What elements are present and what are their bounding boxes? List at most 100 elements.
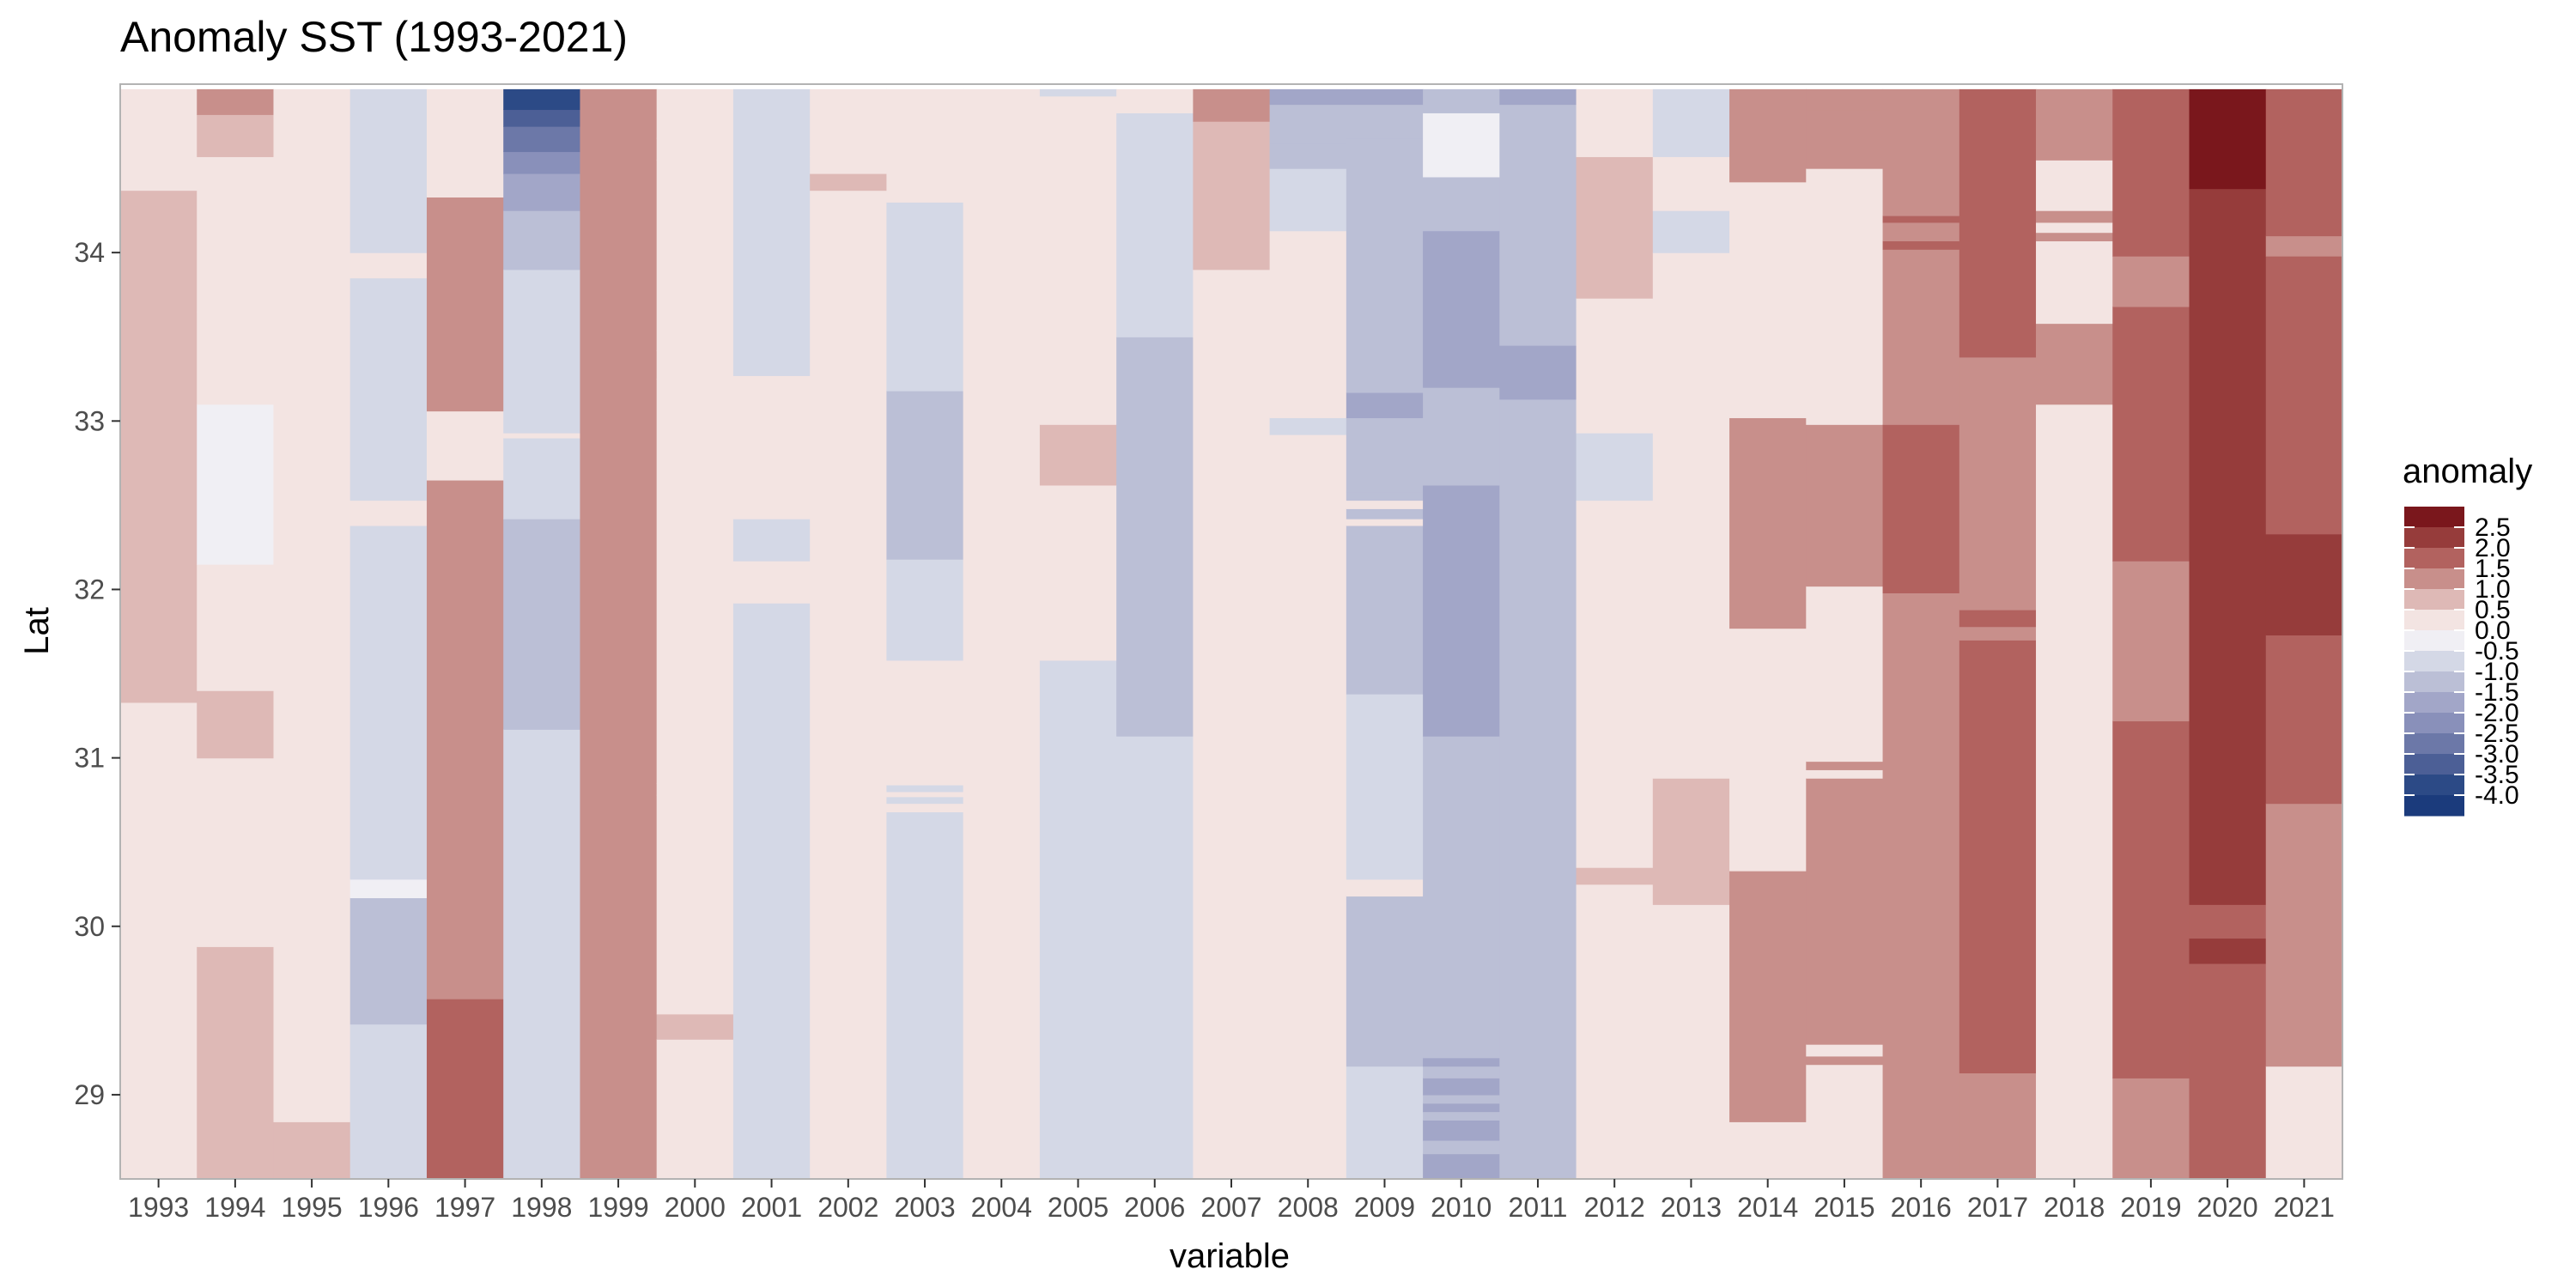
heatmap-cell bbox=[1423, 1111, 1500, 1121]
heatmap-cell bbox=[2036, 160, 2113, 211]
heatmap-cell bbox=[810, 479, 888, 670]
heatmap-cell bbox=[2036, 232, 2113, 242]
heatmap-cell bbox=[426, 88, 504, 198]
heatmap-cell bbox=[349, 277, 428, 501]
heatmap-cell bbox=[1729, 88, 1807, 183]
heatmap-cell bbox=[1269, 88, 1347, 106]
heatmap-cell bbox=[1729, 1121, 1807, 1180]
heatmap-cell bbox=[1882, 240, 1960, 250]
heatmap-cell bbox=[656, 137, 734, 161]
heatmap-column-2016 bbox=[1882, 88, 1960, 1180]
heatmap-cell bbox=[1806, 761, 1884, 770]
heatmap-cell bbox=[886, 791, 964, 798]
y-tick-label: 34 bbox=[74, 237, 105, 268]
heatmap-cell bbox=[1346, 417, 1424, 493]
heatmap-cell bbox=[1882, 143, 1960, 216]
heatmap-cell bbox=[503, 88, 581, 111]
heatmap-cell bbox=[1576, 156, 1654, 299]
heatmap-cell bbox=[1269, 143, 1347, 169]
heatmap-cell bbox=[273, 88, 351, 183]
heatmap-cell bbox=[1269, 104, 1347, 144]
x-tick-label: 2014 bbox=[1737, 1192, 1798, 1223]
heatmap-cell bbox=[426, 999, 504, 1180]
heatmap-cell bbox=[1882, 222, 1960, 242]
heatmap-cell bbox=[1423, 1153, 1500, 1180]
legend-swatch bbox=[2404, 527, 2464, 549]
heatmap-column-2021 bbox=[2265, 88, 2343, 1180]
heatmap-cell bbox=[1423, 88, 1500, 113]
y-tick-label: 30 bbox=[74, 911, 105, 942]
x-tick-label: 2019 bbox=[2120, 1192, 2181, 1223]
heatmap-cell bbox=[1576, 867, 1654, 885]
heatmap-column-2018 bbox=[2036, 88, 2113, 1180]
heatmap-cell bbox=[1959, 88, 2037, 358]
heatmap-cell bbox=[1729, 871, 1807, 1122]
heatmap-cell bbox=[1423, 112, 1500, 178]
heatmap-cell bbox=[349, 525, 428, 872]
heatmap-cell bbox=[1959, 356, 2037, 611]
heatmap-cell bbox=[120, 181, 197, 191]
heatmap-cell bbox=[197, 114, 275, 157]
heatmap-cell bbox=[349, 252, 428, 279]
heatmap-cell bbox=[197, 946, 275, 1180]
heatmap-column-2010 bbox=[1423, 88, 1500, 1180]
heatmap-cell bbox=[2036, 323, 2113, 405]
heatmap-cell bbox=[1423, 1120, 1500, 1141]
heatmap-cell bbox=[886, 659, 964, 786]
heatmap-cell bbox=[2036, 88, 2113, 161]
heatmap-cell bbox=[1806, 1044, 1884, 1057]
heatmap-cell bbox=[810, 173, 888, 191]
x-tick-label: 2003 bbox=[894, 1192, 955, 1223]
heatmap-column-2012 bbox=[1576, 88, 1654, 1180]
heatmap-cell bbox=[349, 1024, 428, 1180]
x-tick-label: 2008 bbox=[1278, 1192, 1339, 1223]
heatmap-cell bbox=[1423, 230, 1500, 388]
y-tick-label: 31 bbox=[74, 743, 105, 774]
heatmap-cell bbox=[1806, 88, 1884, 111]
legend-swatch bbox=[2404, 651, 2464, 672]
legend-label: 2.5 bbox=[2475, 513, 2511, 542]
heatmap-column-1999 bbox=[580, 88, 658, 1180]
heatmap-cell bbox=[1346, 878, 1424, 897]
heatmap-cell bbox=[1882, 592, 1960, 1180]
heatmap-cell bbox=[732, 535, 811, 562]
x-tick-label: 2013 bbox=[1661, 1192, 1722, 1223]
heatmap-cell bbox=[1423, 1094, 1500, 1104]
heatmap-cell bbox=[197, 311, 275, 405]
heatmap-cell bbox=[1882, 88, 1960, 144]
heatmap-cell bbox=[1116, 938, 1194, 947]
legend-label: 1.5 bbox=[2475, 555, 2511, 583]
heatmap-cell bbox=[120, 88, 197, 183]
heatmap-column-2017 bbox=[1959, 88, 2037, 1180]
heatmap-cell bbox=[886, 811, 964, 1180]
heatmap-cell bbox=[1193, 88, 1271, 122]
heatmap-cell bbox=[120, 939, 197, 1180]
heatmap-cell bbox=[1729, 628, 1807, 872]
heatmap-cell bbox=[1039, 424, 1117, 486]
heatmap-column-1997 bbox=[426, 88, 504, 1180]
heatmap-cell bbox=[2189, 938, 2267, 964]
heatmap-cell bbox=[1346, 519, 1424, 526]
legend-label: -2.0 bbox=[2475, 699, 2519, 727]
heatmap-cell bbox=[656, 794, 734, 1015]
heatmap-cell bbox=[503, 151, 581, 174]
legend-label: -2.5 bbox=[2475, 720, 2519, 748]
heatmap-column-2011 bbox=[1499, 88, 1577, 1180]
legend-label: -3.5 bbox=[2475, 761, 2519, 789]
heatmap-cell bbox=[1882, 216, 1960, 223]
heatmap-cell bbox=[1269, 230, 1347, 418]
x-axis: 1993 1994 1995 1996 1997 1998 1999 2000 2001 2002… bbox=[128, 1179, 2335, 1223]
heatmap-cell bbox=[1346, 508, 1424, 519]
heatmap-cell bbox=[2265, 635, 2343, 805]
x-tick-label: 2001 bbox=[741, 1192, 802, 1223]
x-tick-label: 2017 bbox=[1967, 1192, 2028, 1223]
heatmap-cell bbox=[2265, 1066, 2343, 1180]
heatmap-cell bbox=[503, 126, 581, 153]
heatmap-cell bbox=[349, 88, 428, 253]
heatmap-cell bbox=[1882, 249, 1960, 425]
heatmap-cell bbox=[1652, 349, 1730, 772]
heatmap-cell bbox=[1882, 424, 1960, 593]
heatmap-cell bbox=[2189, 963, 2267, 1180]
x-tick-label: 2005 bbox=[1048, 1192, 1109, 1223]
y-axis: 29 30 31 32 33 34 bbox=[74, 237, 120, 1110]
